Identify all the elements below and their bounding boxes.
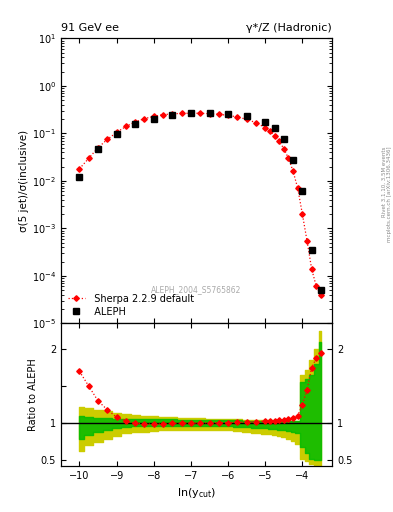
  ALEPH (319, 287, 323, 293)
  Sherpa 2.2.9 default (263, 124, 268, 131)
  Sherpa 2.2.9 default (77, 166, 82, 172)
  ALEPH (281, 136, 286, 142)
  ALEPH (309, 247, 314, 253)
Y-axis label: Ratio to ALEPH: Ratio to ALEPH (28, 358, 38, 431)
Text: ALEPH_2004_S5765862: ALEPH_2004_S5765862 (151, 285, 242, 294)
  Sherpa 2.2.9 default (86, 155, 91, 161)
Text: γ*/Z (Hadronic): γ*/Z (Hadronic) (246, 23, 332, 33)
  Sherpa 2.2.9 default (133, 119, 138, 125)
  ALEPH (291, 157, 296, 163)
  Sherpa 2.2.9 default (286, 155, 291, 161)
  Sherpa 2.2.9 default (105, 136, 110, 142)
  Sherpa 2.2.9 default (170, 111, 175, 117)
  Sherpa 2.2.9 default (309, 266, 314, 272)
Y-axis label: σ(5 jet)/σ(inclusive): σ(5 jet)/σ(inclusive) (19, 130, 29, 232)
  Sherpa 2.2.9 default (281, 145, 286, 152)
  Sherpa 2.2.9 default (291, 168, 296, 174)
  Sherpa 2.2.9 default (268, 128, 272, 134)
  Sherpa 2.2.9 default (96, 144, 101, 151)
Line:   Sherpa 2.2.9 default: Sherpa 2.2.9 default (77, 111, 323, 297)
  Sherpa 2.2.9 default (161, 112, 165, 118)
  Sherpa 2.2.9 default (198, 110, 202, 116)
  ALEPH (263, 119, 268, 125)
  Sherpa 2.2.9 default (305, 238, 309, 244)
  Sherpa 2.2.9 default (244, 116, 249, 122)
  ALEPH (189, 110, 193, 116)
  Sherpa 2.2.9 default (123, 123, 128, 130)
Line:   ALEPH: ALEPH (76, 110, 324, 293)
  Sherpa 2.2.9 default (114, 130, 119, 136)
  Sherpa 2.2.9 default (142, 116, 147, 122)
  ALEPH (96, 145, 101, 152)
  ALEPH (133, 121, 138, 127)
  ALEPH (272, 125, 277, 131)
  ALEPH (300, 188, 305, 195)
  ALEPH (207, 110, 212, 116)
  Sherpa 2.2.9 default (300, 211, 305, 217)
  Sherpa 2.2.9 default (226, 112, 230, 118)
  ALEPH (170, 112, 175, 118)
Text: 91 GeV ee: 91 GeV ee (61, 23, 119, 33)
  ALEPH (77, 174, 82, 180)
  ALEPH (244, 113, 249, 119)
  Sherpa 2.2.9 default (179, 110, 184, 116)
  ALEPH (114, 132, 119, 138)
  Sherpa 2.2.9 default (151, 113, 156, 119)
Text: Rivet 3.1.10, 3.5M events
mcplots.cern.ch [arXiv:1306.3436]: Rivet 3.1.10, 3.5M events mcplots.cern.c… (382, 147, 392, 242)
  Sherpa 2.2.9 default (272, 133, 277, 139)
  ALEPH (151, 116, 156, 122)
  Sherpa 2.2.9 default (189, 110, 193, 116)
  Sherpa 2.2.9 default (319, 292, 323, 298)
  Sherpa 2.2.9 default (253, 120, 258, 126)
X-axis label: ln(y$_{\mathregular{cut}}$): ln(y$_{\mathregular{cut}}$) (177, 486, 216, 500)
  Sherpa 2.2.9 default (235, 114, 240, 120)
  ALEPH (226, 111, 230, 117)
  Sherpa 2.2.9 default (207, 111, 212, 117)
  Sherpa 2.2.9 default (314, 283, 319, 289)
Legend:   Sherpa 2.2.9 default,   ALEPH: Sherpa 2.2.9 default, ALEPH (66, 292, 196, 318)
  Sherpa 2.2.9 default (217, 111, 221, 117)
  Sherpa 2.2.9 default (277, 138, 281, 144)
  Sherpa 2.2.9 default (296, 185, 300, 191)
